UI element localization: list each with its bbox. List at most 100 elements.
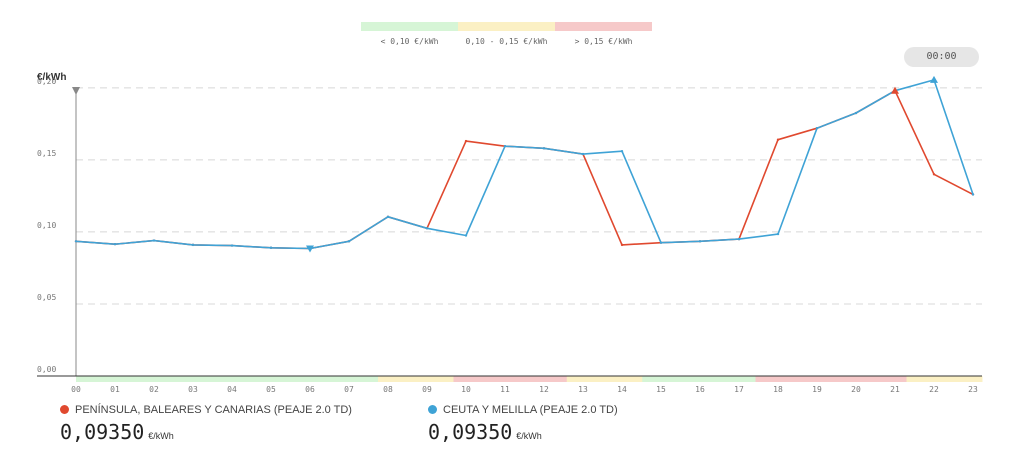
x-tick-label: 12 bbox=[539, 385, 549, 394]
legend-band-label-2: 0,10 - 0,15 €/kWh bbox=[466, 37, 548, 46]
x-tick-label: 22 bbox=[929, 385, 939, 394]
period-band bbox=[793, 376, 832, 382]
period-band bbox=[151, 376, 190, 382]
data-point-2 bbox=[815, 126, 819, 130]
series-label-ceuta: CEUTA Y MELILLA (PEAJE 2.0 TD) bbox=[428, 404, 618, 416]
y-tick-label: 0,15 bbox=[37, 149, 56, 158]
legend-band-label-1: < 0,10 €/kWh bbox=[381, 37, 439, 46]
series-value-peninsula: 0,09350 €/kWh bbox=[60, 420, 174, 444]
period-band bbox=[415, 376, 454, 382]
data-point-2 bbox=[269, 246, 273, 249]
series-line-2 bbox=[75, 79, 974, 250]
series-label-peninsula: PENÍNSULA, BALEARES Y CANARIAS (PEAJE 2.… bbox=[60, 404, 352, 416]
series-price-peninsula: 0,09350 bbox=[60, 420, 145, 444]
x-tick-label: 18 bbox=[773, 385, 783, 394]
series-name-peninsula: PENÍNSULA, BALEARES Y CANARIAS (PEAJE 2.… bbox=[75, 404, 352, 416]
period-band bbox=[906, 376, 945, 382]
data-point-2 bbox=[854, 111, 858, 115]
data-point-1 bbox=[620, 243, 624, 247]
data-point-2 bbox=[425, 227, 429, 230]
x-tick-label: 16 bbox=[695, 385, 705, 394]
x-tick-label: 07 bbox=[344, 385, 354, 394]
data-point-2 bbox=[698, 240, 702, 243]
x-tick-label: 01 bbox=[110, 385, 120, 394]
data-point-2 bbox=[737, 237, 741, 241]
series-value-ceuta: 0,09350 €/kWh bbox=[428, 420, 542, 444]
x-tick-label: 08 bbox=[383, 385, 393, 394]
period-band bbox=[340, 376, 379, 382]
x-tick-label: 23 bbox=[968, 385, 978, 394]
data-point-2 bbox=[152, 239, 156, 242]
y-tick-label: 0,10 bbox=[37, 221, 56, 230]
x-tick-label: 09 bbox=[422, 385, 432, 394]
time-display[interactable]: 00:00 bbox=[904, 47, 979, 67]
period-band bbox=[302, 376, 341, 382]
y-tick-label: 0,00 bbox=[37, 365, 56, 374]
data-point-2 bbox=[230, 244, 234, 247]
data-point-2 bbox=[386, 215, 390, 218]
period-band bbox=[868, 376, 907, 382]
x-tick-label: 03 bbox=[188, 385, 198, 394]
min-marker-icon bbox=[306, 245, 314, 253]
data-point-2 bbox=[503, 144, 507, 148]
series-name-ceuta: CEUTA Y MELILLA (PEAJE 2.0 TD) bbox=[443, 404, 618, 416]
x-tick-label: 02 bbox=[149, 385, 159, 394]
data-point-1 bbox=[464, 139, 468, 143]
data-point-2 bbox=[347, 240, 351, 243]
data-point-2 bbox=[464, 234, 468, 237]
y-axis-label: €/kWh bbox=[37, 72, 66, 83]
x-tick-label: 11 bbox=[500, 385, 510, 394]
period-band bbox=[642, 376, 681, 382]
legend-band-1 bbox=[361, 22, 458, 31]
x-tick-label: 10 bbox=[461, 385, 471, 394]
x-tick-label: 19 bbox=[812, 385, 822, 394]
data-point-2 bbox=[776, 232, 780, 236]
x-tick-label: 15 bbox=[656, 385, 666, 394]
x-tick-label: 20 bbox=[851, 385, 861, 394]
max-marker-icon bbox=[930, 75, 938, 83]
data-point-1 bbox=[932, 173, 936, 176]
period-band bbox=[113, 376, 152, 382]
x-tick-label: 14 bbox=[617, 385, 627, 394]
period-band bbox=[566, 376, 605, 382]
series-line-1 bbox=[75, 89, 974, 250]
y-axis-marker-icon bbox=[72, 87, 80, 95]
period-band bbox=[831, 376, 870, 382]
data-point-2 bbox=[191, 243, 195, 247]
x-tick-label: 06 bbox=[305, 385, 315, 394]
period-band bbox=[717, 376, 756, 382]
legend-band-2 bbox=[458, 22, 555, 31]
data-point-2 bbox=[620, 150, 624, 153]
x-tick-label: 13 bbox=[578, 385, 588, 394]
data-point-2 bbox=[971, 193, 975, 196]
period-band bbox=[604, 376, 643, 382]
period-band bbox=[189, 376, 228, 382]
series-dot-peninsula bbox=[60, 405, 69, 414]
series-price-ceuta: 0,09350 bbox=[428, 420, 513, 444]
y-tick-label: 0,20 bbox=[37, 77, 56, 86]
legend-band-label-3: > 0,15 €/kWh bbox=[575, 37, 633, 46]
period-band bbox=[529, 376, 568, 382]
period-band bbox=[453, 376, 492, 382]
series-unit-peninsula: €/kWh bbox=[148, 431, 174, 441]
period-band bbox=[378, 376, 417, 382]
data-point-2 bbox=[659, 241, 663, 244]
period-band bbox=[227, 376, 266, 382]
period-band bbox=[264, 376, 303, 382]
max-marker-icon bbox=[891, 86, 899, 94]
data-point-2 bbox=[542, 147, 546, 150]
x-tick-label: 21 bbox=[890, 385, 900, 394]
data-point-2 bbox=[74, 240, 78, 243]
x-tick-label: 05 bbox=[266, 385, 276, 394]
x-tick-label: 04 bbox=[227, 385, 237, 394]
series-dot-ceuta bbox=[428, 405, 437, 414]
period-band bbox=[755, 376, 794, 382]
x-tick-label: 00 bbox=[71, 385, 81, 394]
period-band bbox=[944, 376, 983, 382]
period-band bbox=[680, 376, 719, 382]
legend-band-3 bbox=[555, 22, 652, 31]
period-band bbox=[76, 376, 115, 382]
x-tick-label: 17 bbox=[734, 385, 744, 394]
data-point-1 bbox=[776, 138, 780, 141]
